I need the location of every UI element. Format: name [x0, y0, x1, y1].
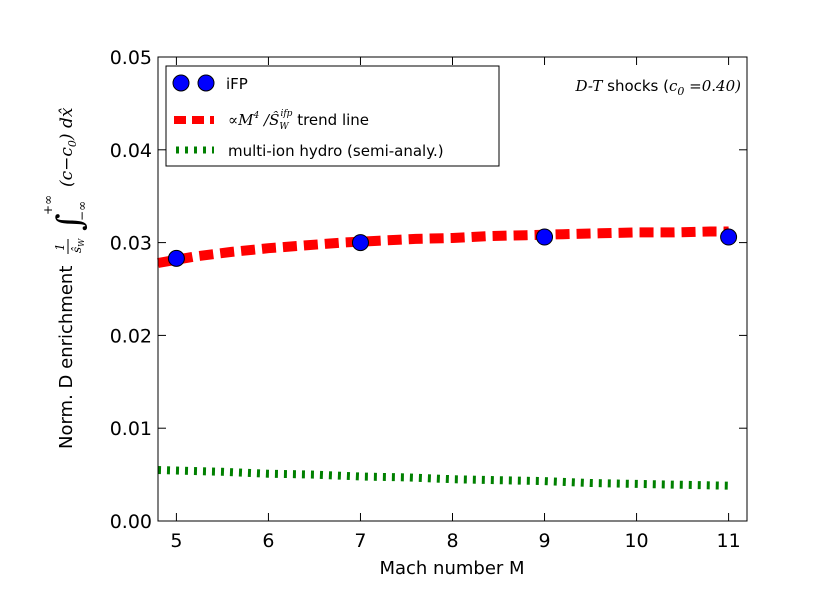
legend-frame: [165, 65, 500, 167]
x-axis-label: Mach number M: [379, 558, 524, 579]
annotation-prefix: D-T: [575, 77, 604, 95]
y-axis-integrand-end: ) dx̂: [57, 107, 77, 141]
x-tick-label: 5: [170, 530, 182, 552]
svg-text:ŝW: ŝW: [70, 238, 86, 253]
annotation-eq: =0.40): [684, 77, 741, 95]
legend-trend-sup: ifp: [280, 109, 292, 119]
data-point-ifp: [536, 228, 554, 246]
y-tick-label: 0.05: [110, 47, 152, 69]
x-tick-label: 7: [354, 530, 366, 552]
y-tick-label: 0.03: [110, 233, 152, 255]
ticks-layer: 5 6 7 8 9 10 11 0.00 0.01 0.02 0.03 0.04 0.05: [110, 47, 747, 552]
y-axis-frac-num: 1: [53, 243, 67, 251]
x-tick-label: 6: [262, 530, 274, 552]
series-line-hydro: [157, 466, 729, 490]
annotation-var: c: [669, 77, 678, 95]
svg-text:∝M4 /ŜWifp trend line: ∝M4 /ŜWifp trend line: [228, 109, 369, 132]
y-axis-integrand: (c−c: [57, 147, 77, 187]
legend-trend-label: trend line: [292, 111, 369, 129]
legend-label-hydro: multi-ion hydro (semi-analy.): [228, 142, 444, 160]
legend-marker-ifp-1: [172, 74, 190, 92]
legend-label-ifp: iFP: [226, 75, 248, 93]
y-axis-label-text: Norm. D enrichment: [56, 266, 77, 449]
legend-trend-exp: 4: [253, 111, 260, 121]
data-point-ifp: [167, 249, 185, 267]
data-point-ifp: [720, 228, 738, 246]
x-tick-label: 9: [538, 530, 550, 552]
annotation-mid: shocks (: [602, 77, 669, 95]
legend: iFP ∝M4 /ŜWifp trend line multi-ion hydr…: [165, 65, 500, 167]
x-tick-label: 10: [624, 530, 648, 552]
series-layer: [157, 226, 738, 490]
y-axis-label: Norm. D enrichment 1 ŝW ∫ +∞ −∞ (c−c0) d…: [41, 107, 90, 449]
x-tick-label: 8: [446, 530, 458, 552]
x-tick-label: 11: [717, 530, 741, 552]
y-tick-label: 0.04: [110, 140, 152, 162]
y-axis-integral: ∫: [50, 213, 90, 231]
data-point-ifp: [351, 234, 369, 252]
legend-trend-slash: /Ŝ: [259, 111, 279, 129]
annotation-sub: 0: [677, 85, 684, 98]
svg-text:(c−c0) dx̂: (c−c0) dx̂: [57, 107, 79, 187]
chart-annotation: D-T shocks (c0 =0.40): [575, 77, 742, 98]
y-axis-frac-den: ŝ: [70, 247, 84, 253]
y-tick-label: 0.02: [110, 325, 152, 347]
y-tick-label: 0.00: [110, 511, 152, 533]
y-axis-integral-upper: +∞: [41, 195, 55, 215]
legend-marker-ifp-2: [197, 74, 215, 92]
legend-trend-sub: W: [279, 122, 289, 132]
y-axis-frac-den-sub: W: [77, 238, 86, 247]
y-tick-label: 0.01: [110, 418, 152, 440]
svg-text:Norm. D enrichment: Norm. D enrichment: [56, 266, 77, 449]
plot-frame: [157, 56, 748, 522]
y-axis-integrand-sub: 0: [66, 140, 79, 147]
y-axis-integral-lower: −∞: [75, 201, 89, 221]
series-line-trend: [157, 226, 729, 268]
legend-trend-prefix: ∝M: [228, 111, 254, 129]
